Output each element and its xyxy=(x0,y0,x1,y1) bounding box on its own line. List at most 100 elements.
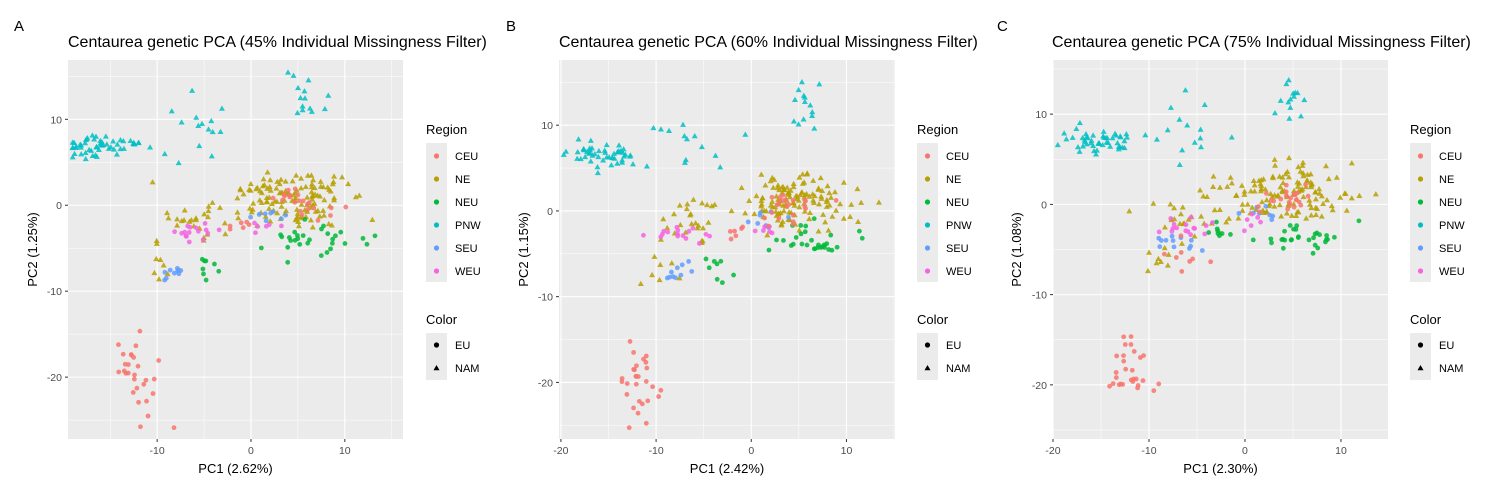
panel-c-ticks: -20 -10 0 10 -20 -10 0 10 xyxy=(1032,109,1347,457)
point-seu xyxy=(171,270,177,276)
point-ne xyxy=(763,208,770,214)
panel-b-points xyxy=(560,79,882,431)
point-ne xyxy=(289,178,296,184)
point-ne xyxy=(157,256,164,262)
point-ne xyxy=(276,180,283,187)
point-ne xyxy=(222,231,229,237)
point-pnw xyxy=(582,153,589,160)
point-ne xyxy=(273,185,280,191)
point-seu xyxy=(1236,210,1242,216)
point-ne xyxy=(1295,163,1302,170)
point-ceu xyxy=(1303,182,1308,187)
point-ne xyxy=(785,189,792,196)
point-ceu xyxy=(624,391,630,397)
point-neu xyxy=(372,233,378,239)
point-ne xyxy=(320,212,327,218)
point-ceu xyxy=(1140,378,1146,383)
point-ne xyxy=(1257,187,1264,194)
point-ne xyxy=(205,207,212,214)
point-pnw xyxy=(69,154,76,160)
point-ceu xyxy=(766,223,771,229)
point-ne xyxy=(253,186,260,192)
point-ne xyxy=(1303,215,1310,221)
point-pnw xyxy=(595,147,602,154)
point-ne xyxy=(840,179,847,185)
point-ne xyxy=(149,179,156,185)
point-ne xyxy=(779,218,786,224)
point-pnw xyxy=(325,92,332,98)
panel-c: C Centaurea genetic PCA (75% Individual … xyxy=(997,18,1471,476)
point-ne xyxy=(294,210,301,216)
point-pnw xyxy=(1076,119,1083,126)
point-ceu xyxy=(1120,381,1126,387)
point-ne xyxy=(1308,204,1315,211)
point-ne xyxy=(1271,203,1278,209)
point-ne xyxy=(683,205,690,212)
point-ne xyxy=(188,217,195,223)
point-pnw xyxy=(614,160,621,166)
point-neu xyxy=(201,271,206,277)
point-ne xyxy=(772,204,779,210)
point-pnw xyxy=(1107,143,1114,149)
point-pnw xyxy=(657,126,664,132)
point-pnw xyxy=(1285,99,1292,105)
point-ceu xyxy=(1156,381,1162,387)
point-ne xyxy=(369,216,376,222)
point-ceu xyxy=(1151,388,1157,394)
point-pnw xyxy=(1191,139,1198,145)
point-ne xyxy=(823,196,830,203)
point-ne xyxy=(819,187,826,194)
point-ne xyxy=(796,227,803,233)
point-pnw xyxy=(809,109,816,115)
point-ne xyxy=(282,178,289,184)
legend-key-eu-circle xyxy=(433,342,440,348)
point-neu xyxy=(731,272,736,278)
legend-key-ceu xyxy=(924,153,931,159)
point-pnw xyxy=(1093,151,1100,157)
point-ne xyxy=(257,187,264,194)
legend-label-ne: NE xyxy=(1439,174,1454,186)
point-ceu xyxy=(636,398,642,404)
point-ne xyxy=(267,218,274,224)
point-weu xyxy=(183,233,189,239)
point-pnw xyxy=(1112,130,1119,136)
point-ne xyxy=(1343,207,1350,213)
point-seu xyxy=(176,271,182,277)
point-ne xyxy=(266,205,273,211)
point-ne xyxy=(1348,195,1355,201)
point-pnw xyxy=(113,151,120,157)
point-ne xyxy=(677,221,684,228)
point-neu xyxy=(1215,228,1221,234)
point-pnw xyxy=(610,150,617,156)
point-pnw xyxy=(1073,125,1080,132)
point-ne xyxy=(310,177,317,183)
point-pnw xyxy=(1287,96,1294,102)
point-ne xyxy=(304,194,311,200)
point-ne xyxy=(262,213,269,219)
point-ceu xyxy=(790,222,796,227)
x-tick-label: -10 xyxy=(648,445,663,457)
legend-label-pnw: PNW xyxy=(455,220,481,232)
point-ne xyxy=(1167,201,1174,207)
point-ceu xyxy=(121,368,127,374)
point-ne xyxy=(1324,196,1331,203)
point-seu xyxy=(1269,217,1275,223)
point-ne xyxy=(1300,159,1307,165)
point-ne xyxy=(1279,174,1286,180)
point-weu xyxy=(1210,220,1215,225)
point-neu xyxy=(718,258,724,264)
point-neu xyxy=(811,246,817,252)
point-seu xyxy=(1187,246,1192,251)
point-weu xyxy=(1244,217,1250,223)
point-ceu xyxy=(1123,366,1129,372)
point-pnw xyxy=(584,148,591,155)
point-ne xyxy=(1255,177,1262,183)
legend-label-ceu: CEU xyxy=(946,151,969,163)
point-neu xyxy=(321,223,326,229)
point-ceu xyxy=(1291,204,1297,210)
point-ne xyxy=(767,202,774,208)
point-pnw xyxy=(71,139,78,146)
point-neu xyxy=(826,247,832,252)
point-pnw xyxy=(1100,128,1107,134)
point-ceu xyxy=(287,194,293,200)
